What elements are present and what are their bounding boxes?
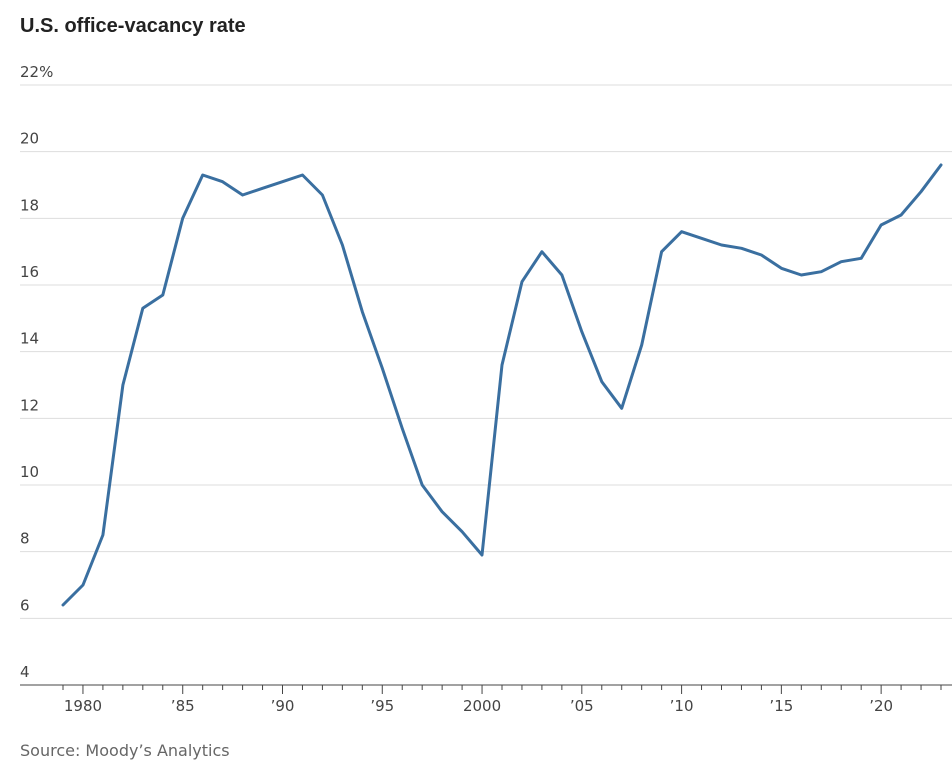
y-tick-label: 10 — [20, 463, 39, 481]
y-tick-label: 16 — [20, 263, 39, 281]
x-tick-label: ’10 — [670, 697, 694, 715]
x-tick-label: ’20 — [869, 697, 893, 715]
x-axis: 1980 ’85 ’90 ’95 2000 ’05 ’10 ’15 ’20 — [20, 684, 952, 715]
y-tick-label: 12 — [20, 396, 39, 414]
source-note: Source: Moody’s Analytics — [20, 741, 230, 760]
y-tick-label: 4 — [20, 663, 30, 681]
y-axis-tick-labels: 22% 20 18 16 14 12 10 8 6 4 — [20, 63, 53, 681]
x-tick-label: 1980 — [64, 697, 102, 715]
x-tick-label: ’15 — [769, 697, 793, 715]
x-tick-label: ’95 — [370, 697, 394, 715]
gridlines — [20, 84, 952, 619]
series-layer — [61, 163, 943, 607]
y-tick-label: 20 — [20, 130, 39, 148]
y-tick-label: 18 — [20, 196, 39, 214]
x-tick-label: ’90 — [271, 697, 295, 715]
series-line — [61, 163, 943, 607]
y-tick-label: 8 — [20, 530, 30, 548]
x-tick-label: ’05 — [570, 697, 594, 715]
x-tick-label: 2000 — [463, 697, 501, 715]
y-tick-label: 14 — [20, 330, 39, 348]
y-tick-label: 22% — [20, 63, 53, 81]
chart-title: U.S. office-vacancy rate — [20, 15, 246, 37]
x-tick-label: ’85 — [171, 697, 195, 715]
y-tick-label: 6 — [20, 596, 30, 614]
